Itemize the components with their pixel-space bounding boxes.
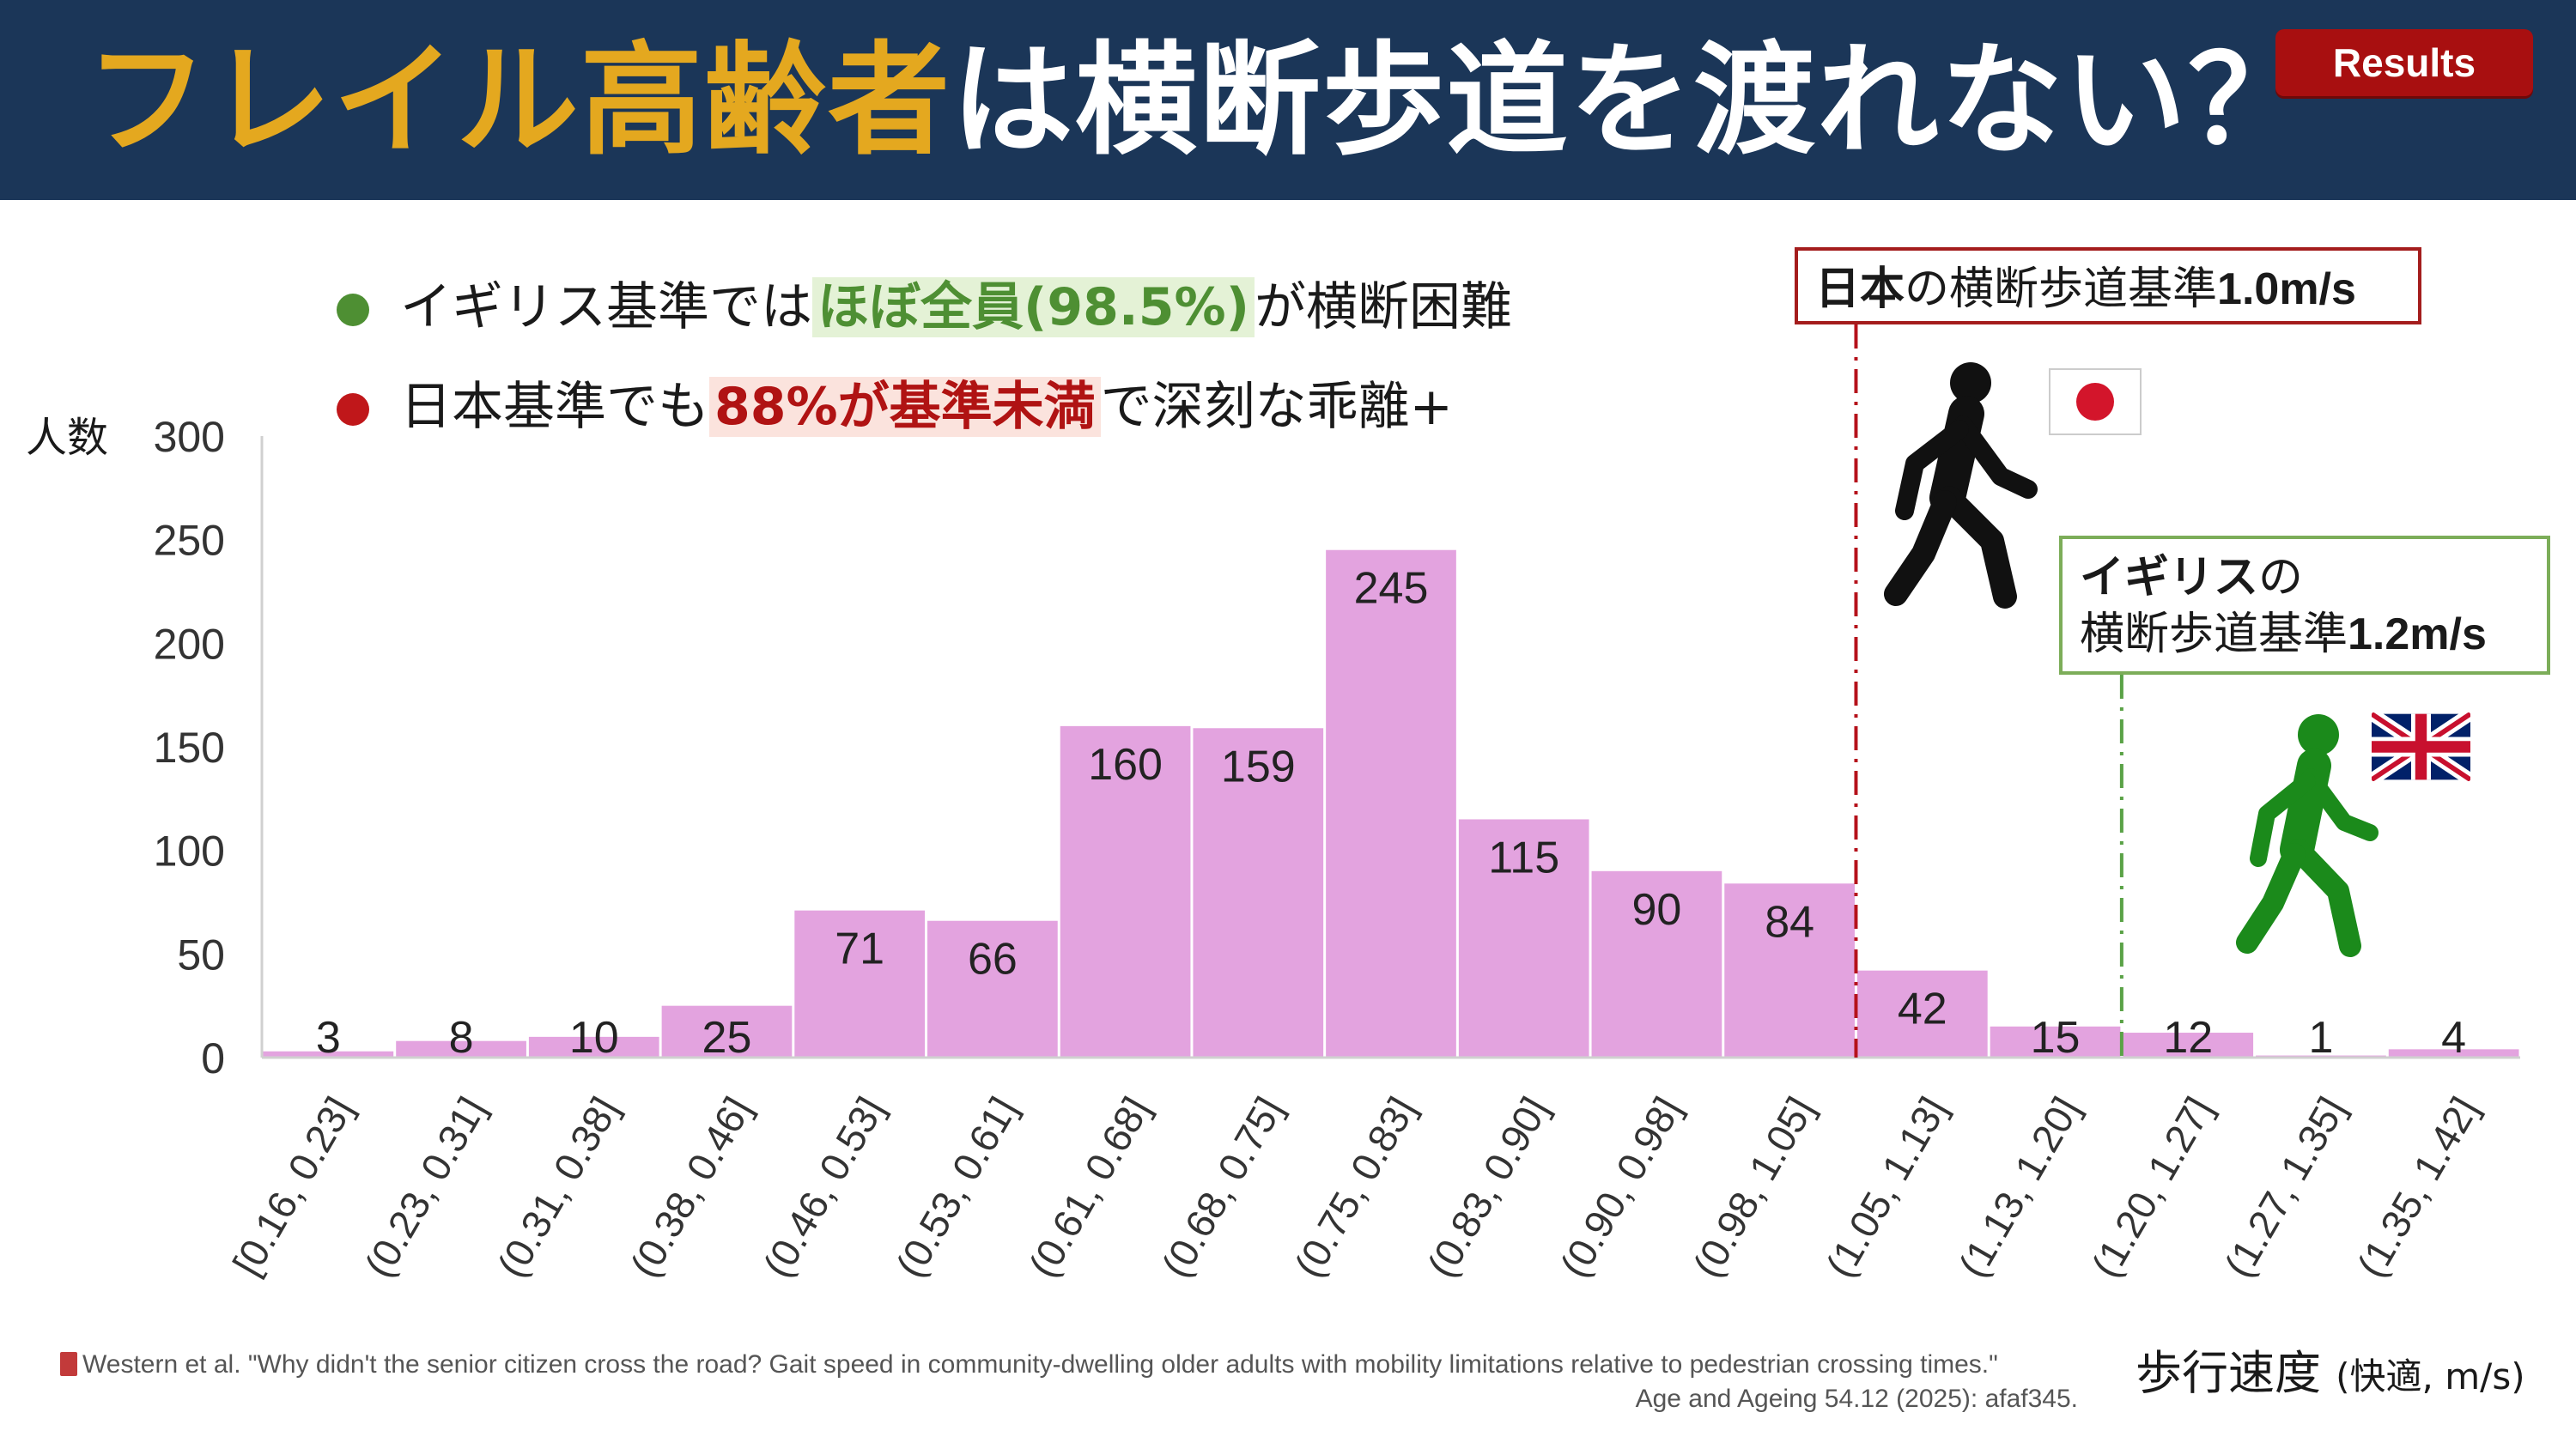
bar-value-label: 90 — [1631, 885, 1681, 935]
uk-label: イギリス — [2080, 553, 2259, 603]
x-tick-label: (0.83, 0.90] — [1419, 1089, 1557, 1285]
histogram-bar — [2388, 1049, 2519, 1058]
x-tick-label: (0.68, 0.75] — [1153, 1089, 1291, 1285]
histogram-bar — [1591, 870, 1722, 1058]
x-axis-label: 歩行速度 (快適, m/s) — [2136, 1335, 2525, 1403]
histogram-bar — [1060, 725, 1191, 1058]
bar-value-label: 8 — [449, 1013, 474, 1063]
bullet-uk-prefix: イギリス基準では — [400, 277, 812, 337]
bar-value-label: 3 — [316, 1013, 341, 1063]
y-tick-label: 150 — [154, 724, 225, 772]
bar-value-label: 10 — [569, 1013, 619, 1063]
histogram-bar — [528, 1036, 659, 1058]
x-tick-label: (0.98, 1.05] — [1684, 1089, 1822, 1285]
bar-value-label: 15 — [2031, 1013, 2081, 1063]
uk-label-particle: の — [2258, 552, 2304, 603]
japan-flag-icon — [2049, 368, 2142, 435]
y-tick-label: 50 — [177, 931, 225, 979]
bullet-japan-suffix: で深刻な乖離+ — [1100, 377, 1453, 437]
japan-label: 日本 — [1815, 264, 1905, 314]
x-tick-label: (0.75, 0.83] — [1285, 1089, 1424, 1285]
results-badge: Results — [2275, 29, 2533, 96]
x-tick-label: (1.05, 1.13] — [1817, 1089, 1955, 1285]
bar-value-label: 1 — [2308, 1013, 2333, 1063]
histogram-bar — [1193, 728, 1324, 1058]
title-rest: は横断歩道を渡れない？ — [951, 30, 2312, 172]
histogram-bar — [2256, 1055, 2386, 1058]
walking-person-icon-green — [2236, 714, 2379, 957]
histogram-bar — [263, 1051, 394, 1058]
bullet-uk-highlight: ほぼ全員(98.5%) — [812, 277, 1255, 337]
histogram-bar — [2123, 1033, 2254, 1058]
x-tick-label: (0.46, 0.53] — [754, 1089, 892, 1285]
y-tick-label: 200 — [154, 620, 225, 668]
y-tick-label: 300 — [154, 413, 225, 461]
x-tick-label: (0.31, 0.38] — [489, 1089, 627, 1285]
uk-standard-value: 1.2m/s — [2348, 609, 2487, 659]
uk-standard-text: 横断歩道基準 — [2080, 609, 2348, 660]
x-tick-label: [0.16, 0.23] — [224, 1089, 361, 1282]
japan-standard-text: の横断歩道基準 — [1905, 264, 2218, 315]
bar-value-label: 66 — [968, 935, 1018, 985]
bullet-uk: イギリス基準では ほぼ全員(98.5%) が横断困難 — [337, 271, 1512, 343]
bar-value-label: 245 — [1354, 564, 1429, 614]
bar-value-label: 84 — [1765, 897, 1814, 947]
histogram-bar — [1724, 883, 1855, 1058]
x-tick-label: (0.53, 0.61] — [887, 1089, 1025, 1285]
x-axis-label-text: 歩行速度 — [2136, 1346, 2321, 1400]
page-title: フレイル高齢者は横断歩道を渡れない？ — [86, 24, 2312, 179]
bullet-japan: 日本基準でも 88%が基準未満 で深刻な乖離+ — [337, 371, 1453, 443]
x-tick-label: (1.20, 1.27] — [2083, 1089, 2221, 1285]
y-tick-label: 100 — [154, 828, 225, 876]
bar-value-label: 159 — [1221, 742, 1296, 791]
y-axis-label: 人数 — [26, 414, 109, 462]
x-tick-label: (1.27, 1.35] — [2215, 1089, 2354, 1285]
x-tick-label: (0.61, 0.68] — [1020, 1089, 1158, 1285]
y-tick-label: 0 — [201, 1034, 225, 1082]
header-bar — [0, 0, 2576, 200]
histogram-bar — [927, 920, 1058, 1058]
histogram-bar — [794, 910, 926, 1058]
histogram-bar — [1326, 549, 1456, 1058]
histogram-bar — [661, 1005, 793, 1058]
bullet-dot-green — [337, 294, 369, 327]
bullet-japan-highlight: 88%が基準未満 — [709, 377, 1101, 437]
bar-value-label: 115 — [1488, 833, 1559, 882]
x-tick-label: (0.23, 0.31] — [355, 1089, 494, 1285]
bar-value-label: 4 — [2441, 1013, 2466, 1063]
x-tick-label: (0.90, 0.98] — [1552, 1089, 1690, 1285]
book-icon — [60, 1352, 77, 1376]
x-tick-label: (0.38, 0.46] — [622, 1089, 760, 1285]
citation: Western et al. "Why didn't the senior ci… — [60, 1348, 2078, 1416]
histogram-bar — [1990, 1026, 2121, 1058]
title-highlight: フレイル高齢者 — [86, 30, 951, 172]
japan-standard-box: 日本の横断歩道基準1.0m/s — [1795, 247, 2421, 324]
citation-line1: Western et al. "Why didn't the senior ci… — [82, 1350, 1998, 1379]
histogram-bar — [1856, 970, 1988, 1058]
x-tick-label: (1.13, 1.20] — [1950, 1089, 2088, 1285]
bar-value-label: 42 — [1898, 985, 1947, 1034]
histogram-bar — [1458, 819, 1589, 1058]
x-tick-label: (1.35, 1.42] — [2348, 1089, 2487, 1285]
walking-person-icon — [1884, 362, 2038, 609]
japan-standard-value: 1.0m/s — [2217, 264, 2356, 314]
x-axis-unit: (快適, m/s) — [2336, 1355, 2525, 1397]
bar-value-label: 12 — [2163, 1013, 2213, 1063]
uk-standard-box: イギリスの 横断歩道基準1.2m/s — [2059, 536, 2550, 675]
y-tick-label: 250 — [154, 517, 225, 565]
bar-value-label: 25 — [702, 1013, 752, 1063]
bullet-uk-suffix: が横断困難 — [1255, 277, 1512, 337]
citation-line2: Age and Ageing 54.12 (2025): afaf345. — [1635, 1385, 2078, 1413]
bullet-dot-red — [337, 393, 369, 427]
bar-value-label: 160 — [1088, 740, 1163, 790]
histogram-bar — [396, 1040, 526, 1058]
bar-value-label: 71 — [835, 925, 884, 974]
bullet-japan-prefix: 日本基準でも — [400, 377, 709, 437]
uk-flag-icon — [2372, 712, 2470, 781]
